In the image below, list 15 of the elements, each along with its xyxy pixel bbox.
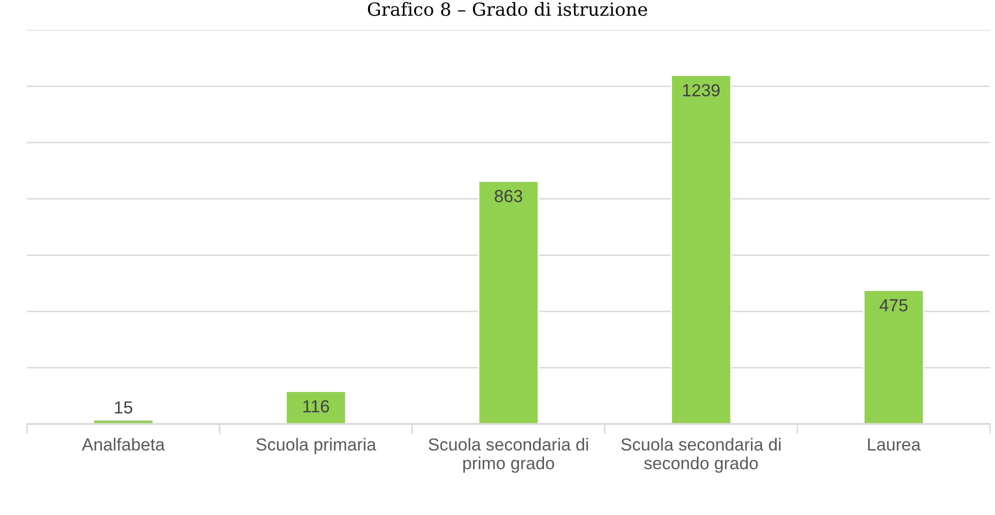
bar	[863, 290, 924, 424]
data-label: 1239	[683, 84, 720, 96]
data-label: 116	[303, 400, 329, 412]
x-tick-label: Laurea	[868, 438, 921, 451]
data-label: 863	[494, 190, 522, 202]
x-tick-label: Scuola secondaria di primo grado	[428, 438, 588, 473]
data-label: 475	[880, 299, 908, 312]
x-tick-label: Scuola secondaria di secondo grado	[621, 438, 781, 473]
chart-title: Grafico 8 – Grado di istruzione	[368, 2, 648, 16]
x-tick-label: Scuola primaria	[256, 438, 376, 454]
x-tick-label: Analfabeta	[82, 438, 165, 451]
bar	[285, 390, 346, 424]
bar	[670, 74, 732, 424]
data-label: 15	[114, 401, 132, 414]
bar	[478, 180, 540, 424]
